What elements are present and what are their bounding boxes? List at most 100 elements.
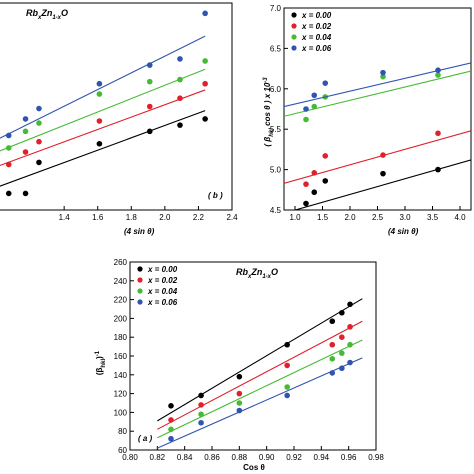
x-axis-title-c: (4 sin θ) [388, 227, 419, 236]
y-tick-label-a: 100 [114, 408, 128, 417]
data-point-b-3 [5, 132, 12, 139]
data-point-a-3 [347, 359, 353, 366]
fit-line-b-3 [0, 35, 206, 139]
plot-area-b [0, 10, 208, 197]
x-tick-label-c: 3.0 [399, 213, 411, 222]
data-point-a-3 [198, 419, 204, 426]
data-point-b-1 [5, 161, 12, 168]
series-a-0 [157, 298, 363, 422]
y-tick-label-c: 5.0 [270, 166, 282, 175]
series-a-3 [157, 357, 363, 449]
x-tick-label-a: 0.82 [150, 453, 166, 462]
data-point-a-0 [236, 373, 243, 380]
y-tick-label-a: 160 [114, 352, 128, 361]
x-tick-label-a: 0.98 [368, 453, 384, 462]
y-tick-label-a: 220 [114, 296, 128, 305]
legend-marker-c-0 [291, 12, 297, 18]
x-tick-label-a: 0.88 [232, 453, 248, 462]
data-point-a-1 [284, 362, 290, 369]
x-tick-label-a: 0.84 [177, 453, 193, 462]
data-point-a-3 [284, 392, 290, 399]
chart-panel-b: RbxZn1-xO ( b ) (4 sin θ) 1.4 1.6 1.8 2.0 2.… [0, 2, 238, 236]
fit-line-a-3 [157, 357, 363, 449]
data-point-a-0 [329, 318, 336, 325]
data-point-b-2 [146, 78, 153, 85]
data-point-c-0 [435, 166, 441, 173]
chart-panel-a: RbxZn1-xO ( a ) (βhkl)-1 Cos θ 0.80 0.82 0… [95, 258, 384, 472]
legend-label-a-3: x = 0.06 [147, 298, 178, 307]
data-point-b-0 [5, 190, 12, 197]
legend-marker-a-3 [137, 299, 143, 305]
data-point-c-2 [380, 73, 386, 80]
x-tick-label-b: 1.6 [92, 213, 104, 222]
data-point-a-1 [236, 390, 243, 397]
data-point-b-1 [202, 80, 208, 87]
data-point-b-2 [22, 128, 29, 135]
data-point-a-1 [339, 334, 345, 341]
x-tick-label-b: 2.4 [226, 213, 238, 222]
x-tick-label-a: 0.90 [259, 453, 275, 462]
y-tick-label-a: 180 [114, 333, 128, 342]
data-point-b-1 [177, 95, 183, 102]
y-tick-label-a: 140 [114, 371, 128, 380]
x-tick-label-c: 2.5 [372, 213, 384, 222]
data-point-c-1 [435, 130, 441, 137]
fit-line-a-0 [157, 298, 363, 422]
data-point-b-2 [177, 76, 183, 83]
data-point-b-0 [22, 190, 29, 197]
series-b-3 [0, 10, 208, 139]
data-point-b-1 [22, 149, 29, 155]
data-point-c-0 [380, 170, 386, 177]
legend-label-c-1: x = 0.02 [301, 22, 332, 31]
plot-area-a [157, 298, 363, 449]
data-point-a-1 [198, 402, 204, 408]
panel-label-a: ( a ) [138, 434, 153, 443]
data-point-a-1 [168, 417, 174, 423]
chart-title-a: RbxZn1-xO [236, 267, 278, 280]
data-point-b-3 [146, 62, 153, 68]
data-point-a-2 [198, 411, 204, 418]
data-point-c-1 [322, 153, 329, 159]
legend-label-c-3: x = 0.06 [301, 44, 332, 53]
data-point-a-2 [347, 341, 353, 348]
x-tick-label-a: 0.86 [204, 453, 220, 462]
x-tick-label-c: 1.5 [317, 213, 329, 222]
data-point-b-0 [96, 140, 103, 147]
y-tick-label-a: 60 [118, 446, 127, 455]
data-point-b-1 [96, 118, 103, 124]
y-tick-label-a: 260 [114, 258, 128, 267]
legend-marker-c-1 [291, 23, 297, 29]
data-point-b-1 [146, 103, 153, 110]
series-c-3 [284, 62, 471, 112]
data-point-b-2 [96, 91, 103, 97]
x-tick-label-a: 0.96 [341, 453, 357, 462]
data-point-c-0 [311, 189, 318, 196]
chart-panel-c: ( βhkl cos θ ) x 10-3 (4 sin θ) 1.0 1.5 2.… [263, 4, 472, 236]
data-point-b-3 [36, 105, 42, 112]
data-point-c-0 [322, 178, 329, 184]
data-point-b-0 [36, 159, 42, 166]
x-tick-label-a: 0.94 [314, 453, 330, 462]
data-point-a-2 [329, 356, 336, 362]
data-point-c-2 [303, 116, 309, 123]
data-point-c-1 [380, 152, 386, 158]
fit-line-a-2 [157, 339, 363, 439]
data-point-c-2 [435, 72, 441, 78]
chart-title-b: RbxZn1-xO [26, 8, 68, 21]
data-point-a-3 [339, 365, 345, 372]
data-point-a-2 [339, 350, 345, 356]
y-tick-label-c: 6.5 [270, 44, 282, 53]
x-axis-title-b: (4 sin θ) [124, 227, 155, 236]
fit-line-c-1 [284, 130, 471, 184]
data-point-c-1 [303, 181, 309, 187]
data-point-a-0 [339, 309, 345, 316]
legend-label-a-2: x = 0.04 [147, 287, 178, 296]
series-b-1 [0, 80, 208, 168]
y-tick-label-a: 80 [118, 427, 127, 436]
data-point-b-0 [177, 122, 183, 128]
series-c-1 [284, 130, 471, 187]
data-point-b-1 [36, 138, 42, 145]
data-point-a-3 [168, 435, 174, 442]
legend-label-a-1: x = 0.02 [147, 276, 178, 285]
x-axis-title-a: Cos θ [243, 463, 265, 472]
